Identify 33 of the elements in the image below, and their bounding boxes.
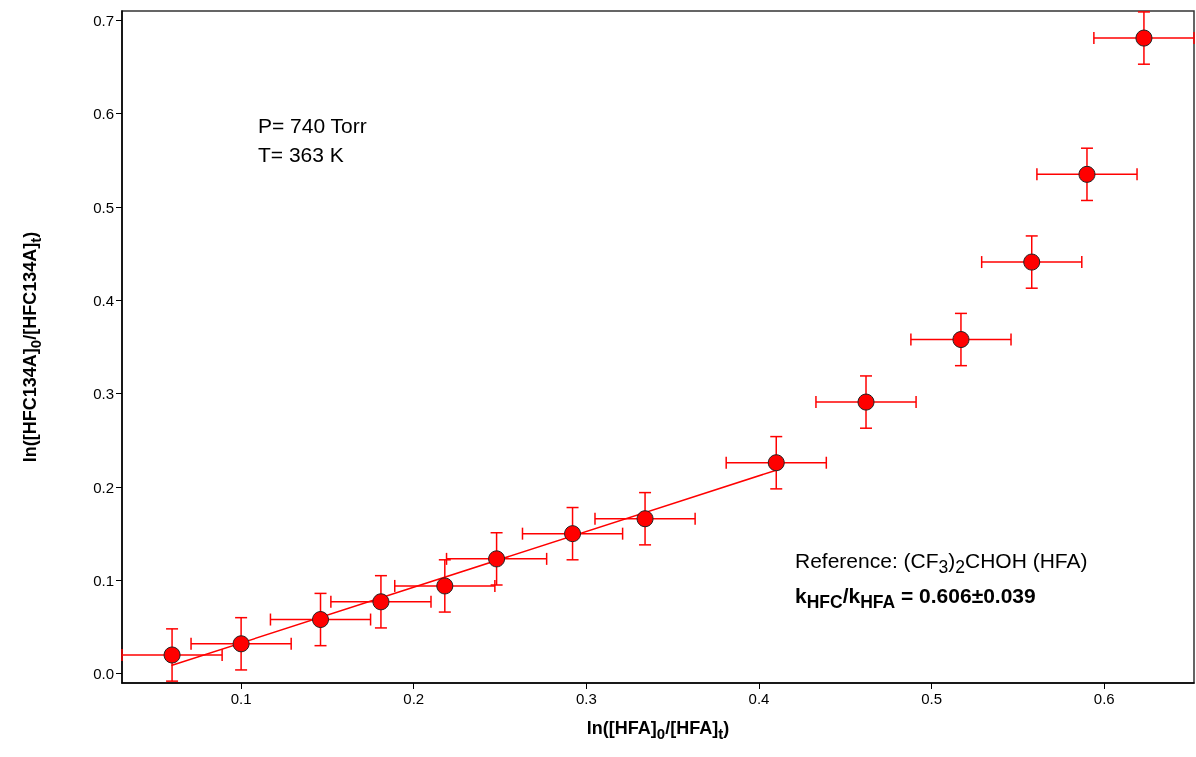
point — [636, 510, 654, 528]
annotation: T= 363 K — [258, 143, 344, 167]
x-axis-title: ln([HFA]$_{0}$/[HFA]$_{t}$) — [586, 718, 730, 742]
y-tick-label: 0.6 — [93, 105, 114, 123]
y-tick-label: 0.4 — [93, 291, 114, 309]
point — [232, 635, 250, 653]
x-tick-label: 0.6 — [1093, 690, 1115, 707]
x-tick-label: 0.3 — [575, 690, 597, 707]
annotation: Reference: (CF$_{3}$)$_{2}$CHOH (HFA) — [795, 549, 1088, 579]
y-tick-label: 0.0 — [93, 665, 114, 683]
x-tick-label: 0.5 — [921, 690, 943, 707]
point — [1023, 253, 1041, 271]
point — [312, 611, 330, 629]
y-tick-label: 0.3 — [93, 385, 114, 403]
point — [767, 454, 785, 472]
point — [1078, 165, 1096, 183]
annotation: P= 740 Torr — [258, 114, 367, 138]
y-tick-label: 0.1 — [93, 571, 114, 589]
y-tick-label: 0.7 — [93, 11, 114, 29]
point — [564, 525, 582, 543]
x-tick-label: 0.1 — [230, 690, 252, 707]
point — [952, 331, 970, 349]
x-tick-label: 0.4 — [748, 690, 770, 707]
y-tick-label: 0.2 — [93, 478, 114, 496]
point — [436, 577, 454, 595]
x-tick-label: 0.2 — [403, 690, 425, 707]
annotation: k$_{HFC}$/k$_{HFA}$ = 0.606±0.039 — [795, 584, 1036, 614]
y-tick-label: 0.5 — [93, 198, 114, 216]
point — [488, 550, 506, 568]
point — [1135, 29, 1153, 47]
point — [857, 393, 875, 411]
point — [163, 646, 181, 664]
point — [372, 593, 390, 611]
